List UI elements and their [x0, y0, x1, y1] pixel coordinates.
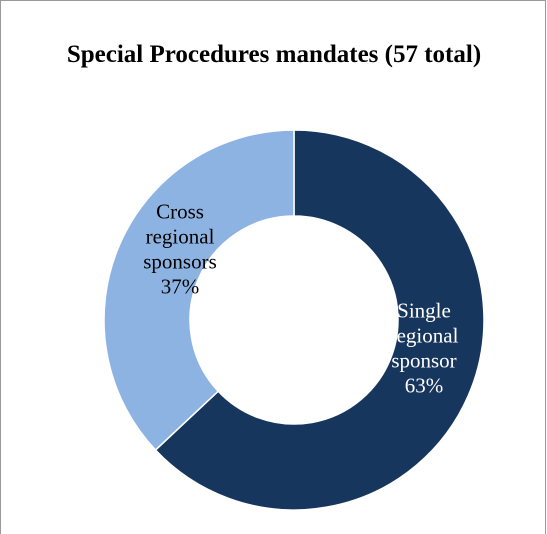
slice-cross-regional-sponsors — [103, 129, 295, 452]
data-label-cross-regional-sponsors: Cross regional sponsors 37% — [143, 200, 217, 299]
data-label-single-regional-sponsor: Single regional sponsor 63% — [390, 299, 459, 398]
slice-single-regional-sponsor — [154, 129, 485, 511]
chart-title: Special Procedures mandates (57 total) — [66, 41, 482, 68]
